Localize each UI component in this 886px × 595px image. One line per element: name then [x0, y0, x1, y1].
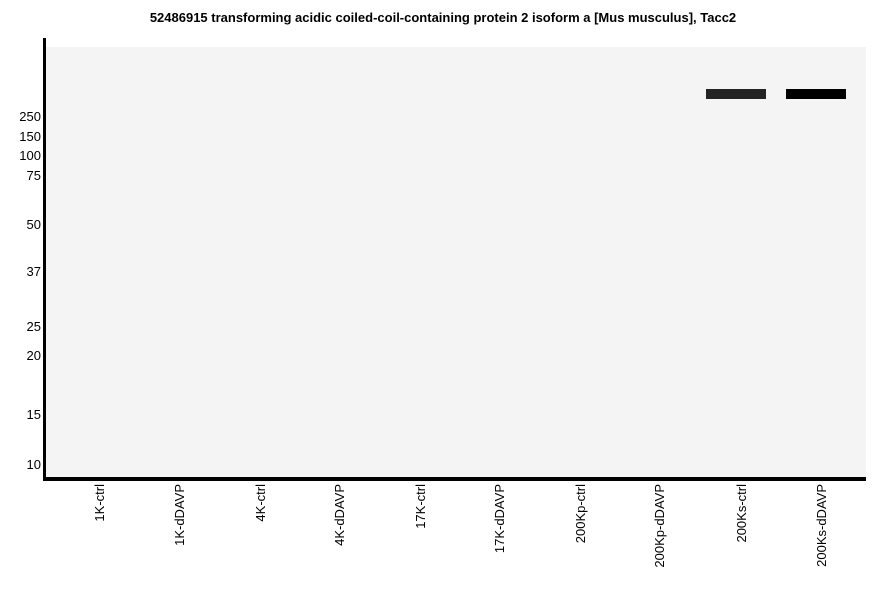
y-tick-label: 15 [26, 407, 41, 422]
x-axis-line [43, 477, 866, 481]
plot-area [46, 47, 866, 477]
y-tick-label: 10 [26, 457, 41, 472]
lane-label: 200Kp-dDAVP [652, 484, 667, 568]
y-tick-label: 150 [19, 129, 41, 144]
y-tick-label: 250 [19, 109, 41, 124]
gel-band [786, 89, 846, 99]
y-tick-label: 25 [26, 319, 41, 334]
chart-title: 52486915 transforming acidic coiled-coil… [149, 10, 737, 25]
y-tick-label: 75 [26, 168, 41, 183]
y-tick-label: 50 [26, 217, 41, 232]
y-tick-label: 20 [26, 348, 41, 363]
lane-label: 4K-ctrl [253, 484, 268, 522]
y-tick-label: 100 [19, 148, 41, 163]
lane-label: 200Ks-ctrl [734, 484, 749, 543]
y-tick-label: 37 [26, 264, 41, 279]
lane-label: 17K-ctrl [413, 484, 428, 529]
lane-label: 4K-dDAVP [332, 484, 347, 546]
lane-label: 17K-dDAVP [492, 484, 507, 554]
lane-label: 1K-dDAVP [172, 484, 187, 546]
lane-label: 1K-ctrl [92, 484, 107, 522]
gel-band [706, 89, 766, 99]
lane-label: 200Ks-dDAVP [814, 484, 829, 567]
lane-label: 200Kp-ctrl [573, 484, 588, 544]
y-axis-line [43, 38, 46, 481]
